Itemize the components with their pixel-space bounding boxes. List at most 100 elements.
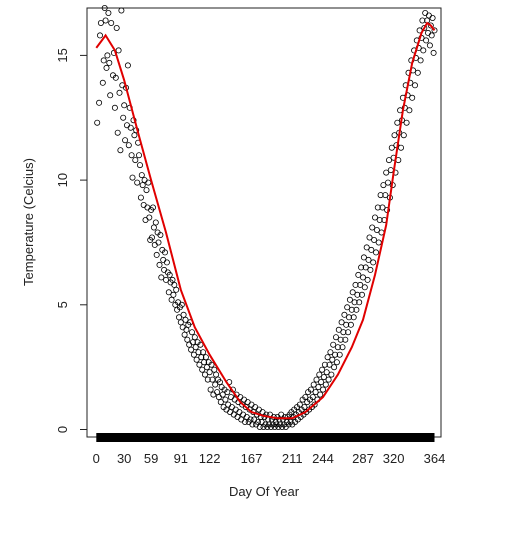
x-tick-label: 59 [144, 451, 158, 466]
y-tick-label: 10 [55, 173, 70, 187]
y-tick-label: 0 [55, 426, 70, 433]
data-point [103, 64, 110, 71]
data-point [122, 137, 129, 144]
data-point [339, 344, 346, 351]
data-point [182, 316, 189, 323]
data-point [121, 102, 128, 109]
data-point [335, 326, 342, 333]
y-tick-label: 15 [55, 48, 70, 62]
data-point [217, 399, 224, 406]
data-point [302, 394, 309, 401]
data-point [377, 192, 384, 199]
data-point [318, 379, 325, 386]
data-point [191, 334, 198, 341]
data-point [431, 27, 438, 34]
data-point [177, 319, 184, 326]
data-point [372, 249, 379, 256]
data-point [350, 314, 357, 321]
data-point [370, 259, 377, 266]
data-point [391, 132, 398, 139]
data-point [340, 329, 347, 336]
data-point [419, 17, 426, 24]
data-point [173, 286, 180, 293]
plot-frame [86, 7, 442, 438]
data-point [332, 351, 339, 358]
data-point [352, 281, 359, 288]
data-point [430, 49, 437, 56]
data-point [426, 42, 433, 49]
data-point [313, 376, 320, 383]
data-point [113, 24, 120, 31]
x-tick-label: 320 [383, 451, 405, 466]
data-point [206, 369, 213, 376]
data-point [406, 107, 413, 114]
data-point [319, 386, 326, 393]
data-point [333, 359, 340, 366]
y-axis-label: Temperature (Celcius) [21, 158, 36, 286]
data-point [332, 334, 339, 341]
data-point [106, 59, 113, 66]
data-point [315, 384, 322, 391]
data-point [180, 311, 187, 318]
data-point [148, 234, 155, 241]
data-point [376, 216, 383, 223]
data-point [320, 374, 327, 381]
data-point [224, 389, 231, 396]
data-point [188, 346, 195, 353]
data-point [366, 234, 373, 241]
data-point [213, 371, 220, 378]
fitted-curve-line [95, 21, 436, 420]
data-point [325, 376, 332, 383]
data-point [358, 291, 365, 298]
data-point [368, 246, 375, 253]
data-point [196, 361, 203, 368]
data-point [334, 344, 341, 351]
data-point [107, 92, 114, 99]
data-point [348, 306, 355, 313]
data-point [355, 271, 362, 278]
data-point [382, 192, 389, 199]
data-point [178, 301, 185, 308]
data-point [184, 336, 191, 343]
data-point [209, 376, 216, 383]
data-point [371, 214, 378, 221]
data-point [421, 24, 428, 31]
data-point [135, 152, 142, 159]
data-point [374, 204, 381, 211]
data-point [207, 386, 214, 393]
data-point [104, 52, 111, 59]
data-point [337, 336, 344, 343]
data-point [323, 369, 330, 376]
data-point [394, 119, 401, 126]
data-point [388, 144, 395, 151]
x-tick-label: 244 [312, 451, 334, 466]
data-point [247, 416, 254, 423]
data-point [420, 47, 427, 54]
data-point [97, 19, 104, 26]
data-point [281, 413, 288, 420]
data-point [417, 57, 424, 64]
data-point [155, 239, 162, 246]
data-point [330, 341, 337, 348]
data-point [114, 129, 121, 136]
data-point [326, 361, 333, 368]
data-point [117, 147, 124, 154]
data-point [137, 194, 144, 201]
data-point [322, 381, 329, 388]
x-rug-bar [96, 433, 435, 442]
data-point [307, 386, 314, 393]
data-point [105, 9, 112, 16]
data-point [360, 254, 367, 261]
data-point [367, 266, 374, 273]
data-point [327, 349, 334, 356]
data-point [149, 204, 156, 211]
data-point [321, 361, 328, 368]
data-point [190, 351, 197, 358]
data-point [363, 244, 370, 251]
data-point [158, 274, 165, 281]
data-point [357, 281, 364, 288]
data-point [116, 89, 123, 96]
data-point [165, 289, 172, 296]
data-point [428, 32, 435, 39]
data-point [342, 336, 349, 343]
